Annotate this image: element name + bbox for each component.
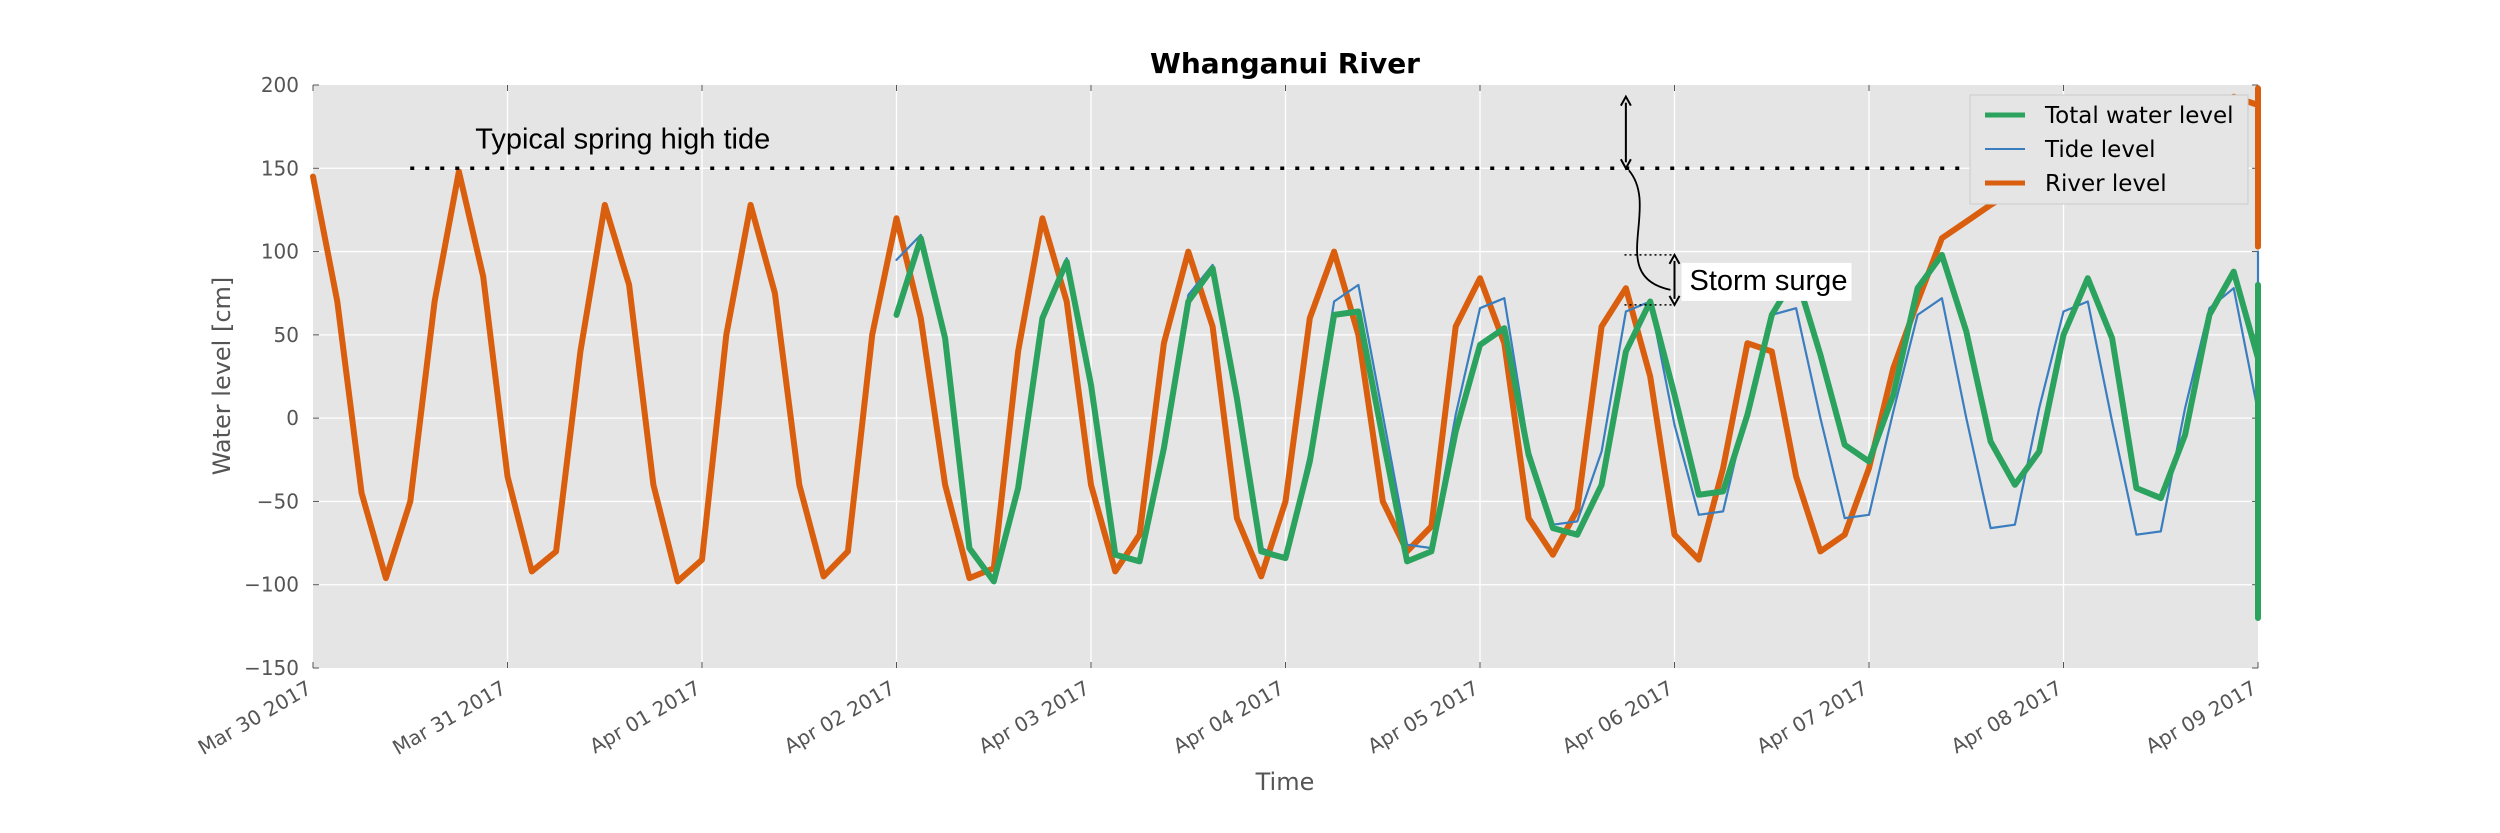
- legend-label-total: Total water level: [2044, 103, 2234, 129]
- storm-surge-label: Storm surge: [1690, 265, 1848, 297]
- surge-arrow-large-head-up: [1620, 94, 1632, 107]
- y-tick-label: −150: [244, 656, 299, 680]
- y-tick-label: 150: [261, 156, 299, 180]
- x-tick-label: Mar 31 2017: [388, 676, 510, 760]
- x-tick-label: Apr 04 2017: [1169, 676, 1288, 759]
- y-tick-label: 50: [274, 323, 299, 347]
- y-tick-label: 200: [261, 73, 299, 97]
- x-tick-label: Apr 09 2017: [2141, 676, 2260, 759]
- surge-arrow-large-head-down: [1620, 158, 1632, 171]
- x-tick-label: Mar 30 2017: [194, 676, 316, 760]
- series-total-water-level: [893, 235, 2261, 621]
- x-tick-label: Apr 08 2017: [1947, 676, 2066, 759]
- x-tick-label: Apr 06 2017: [1558, 676, 1677, 759]
- storm-surge-label-box: [1681, 262, 1852, 301]
- y-tick-label: 100: [261, 240, 299, 264]
- x-tick-label: Apr 07 2017: [1752, 676, 1871, 759]
- y-tick-label: −100: [244, 573, 299, 597]
- x-axis-title: Time: [1255, 768, 1315, 796]
- x-tick-label: Apr 02 2017: [780, 676, 899, 759]
- surge-arrow-small-head-down: [1668, 295, 1681, 307]
- spring-tide-label: Typical spring high tide: [475, 123, 770, 155]
- legend-label-tide: Tide level: [2044, 137, 2156, 163]
- surge-arrows: [1620, 94, 1681, 307]
- annotations: Typical spring high tide Storm surge: [410, 94, 1967, 307]
- legend: Total water level Tide level River level: [1969, 94, 2249, 205]
- x-tick-label: Apr 05 2017: [1363, 676, 1482, 759]
- y-tick-label: 0: [286, 406, 299, 430]
- legend-label-river: River level: [2045, 171, 2167, 197]
- chart-title: Whanganui River: [1150, 47, 1420, 80]
- surge-arrow-small-head-up: [1668, 252, 1681, 265]
- y-tick-label: −50: [257, 489, 299, 513]
- x-tick-label: Apr 01 2017: [585, 676, 704, 759]
- surge-connector: [1628, 169, 1671, 291]
- x-tick-label: Apr 03 2017: [974, 676, 1093, 759]
- y-axis-title: Water level [cm]: [208, 277, 236, 476]
